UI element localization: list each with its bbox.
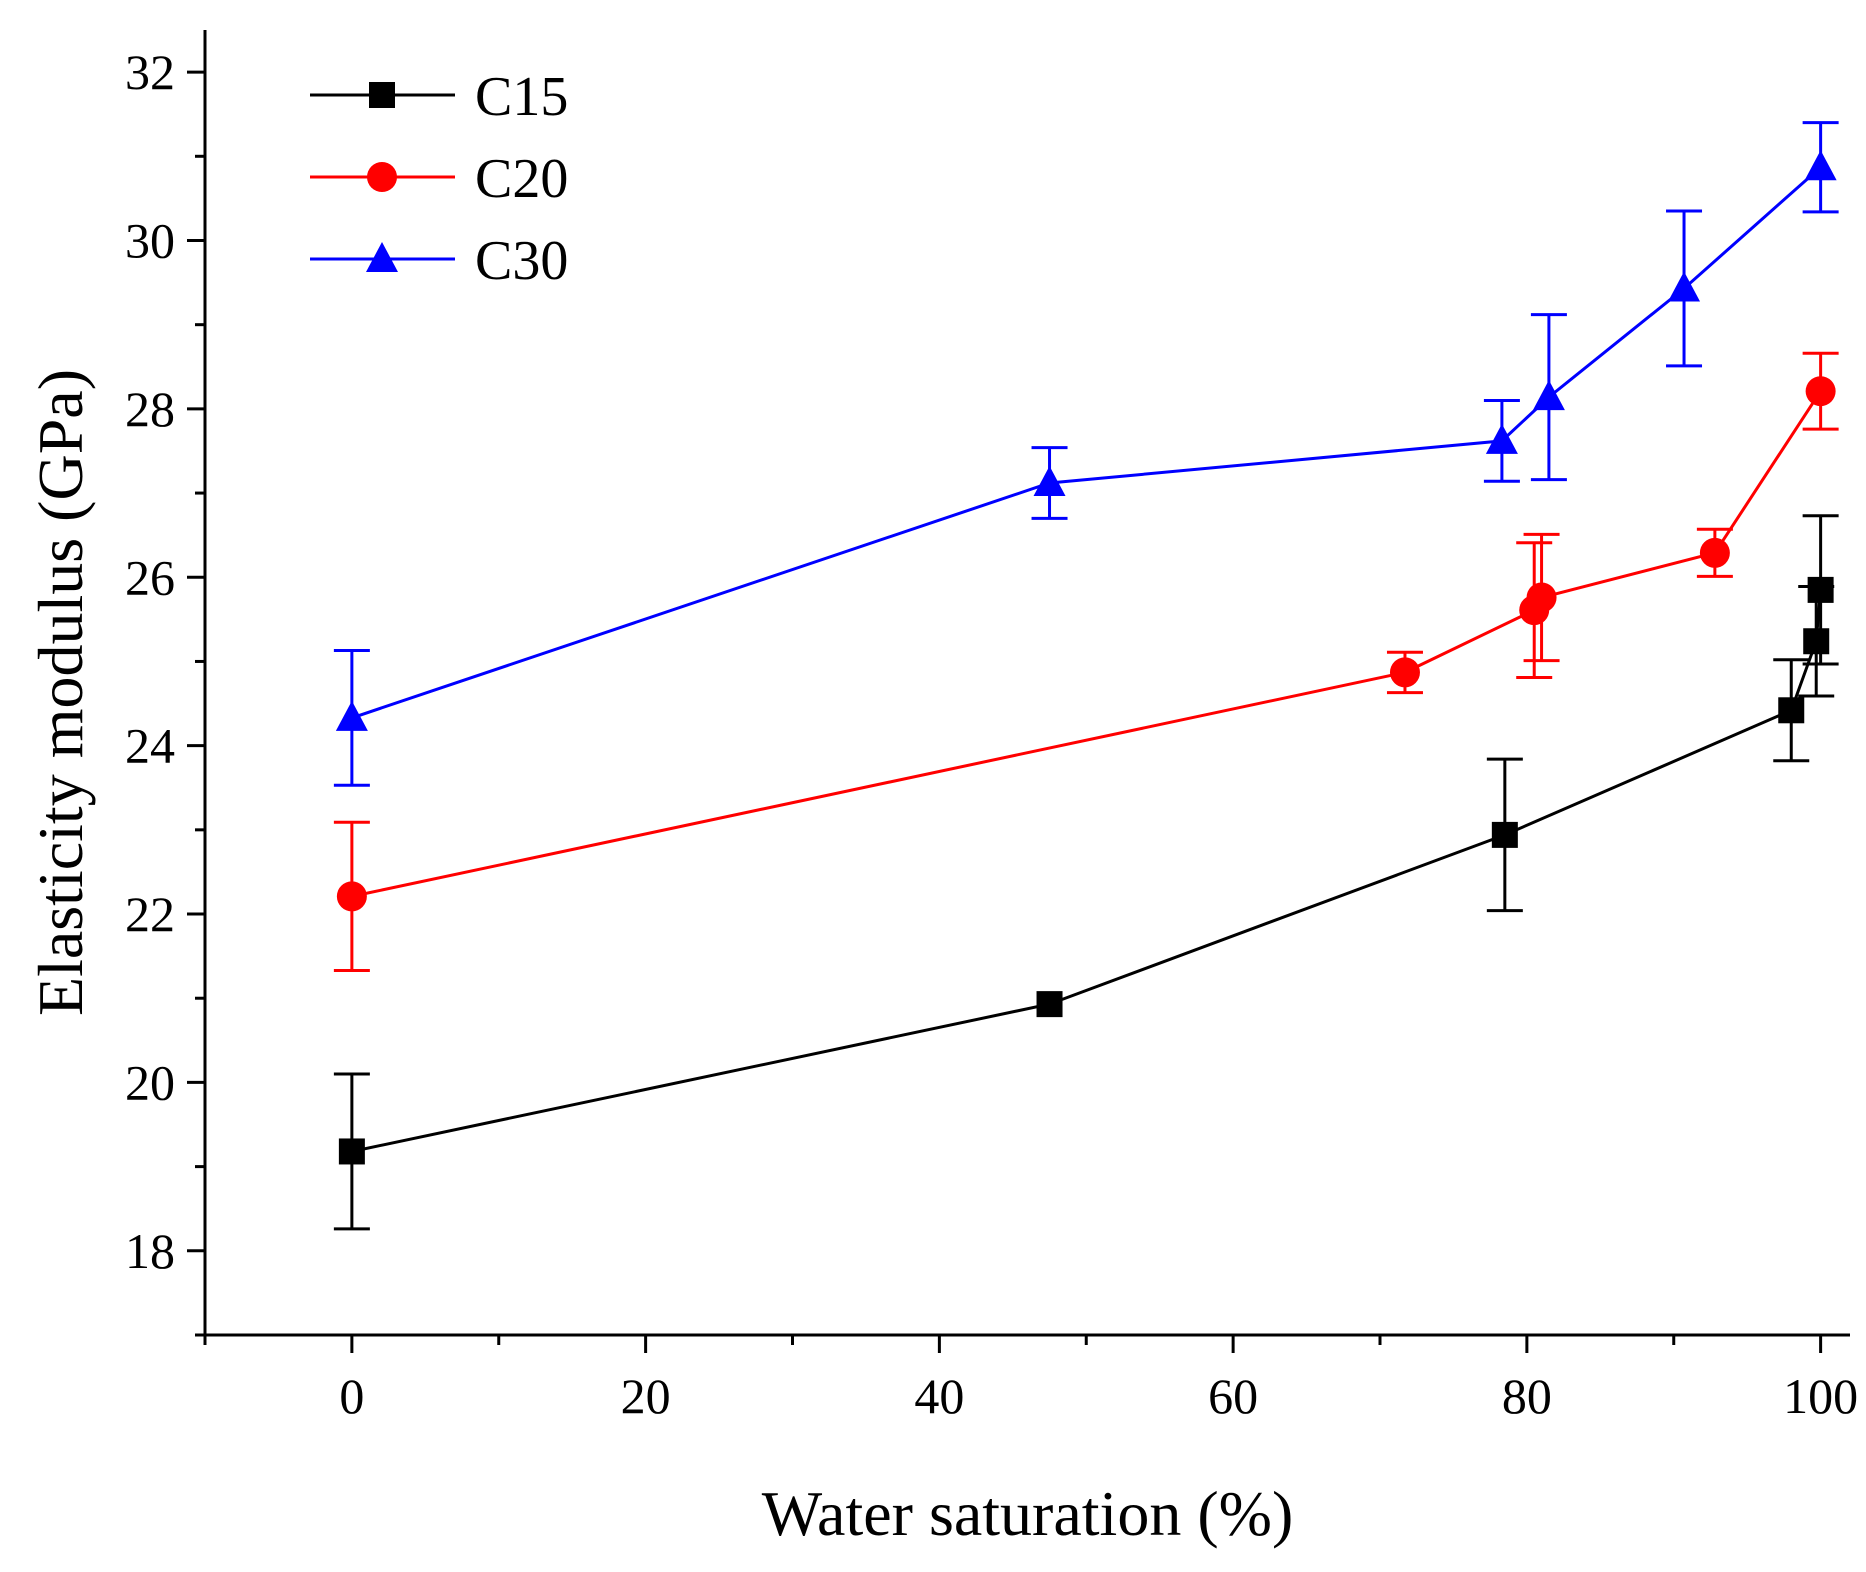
legend-item-c30: C30 xyxy=(310,230,568,292)
tick-marks xyxy=(187,70,1823,1353)
data-point xyxy=(1526,582,1557,613)
data-point xyxy=(1805,376,1836,407)
y-tick-label: 20 xyxy=(125,1054,175,1110)
x-tick-label: 0 xyxy=(339,1368,364,1424)
series-c30 xyxy=(333,121,1839,787)
y-tick-label: 30 xyxy=(125,212,175,268)
data-point xyxy=(1803,628,1830,655)
legend-label: C15 xyxy=(475,66,568,128)
series-c20 xyxy=(333,351,1839,972)
data-point xyxy=(1807,576,1834,603)
data-point xyxy=(1532,380,1565,411)
x-tick-label: 40 xyxy=(914,1368,964,1424)
data-point xyxy=(338,1138,365,1165)
axes xyxy=(203,30,1850,1337)
y-tick-label: 24 xyxy=(125,718,175,774)
data-point xyxy=(1389,657,1420,688)
legend-marker xyxy=(367,162,397,192)
x-tick-label: 80 xyxy=(1502,1368,1552,1424)
y-tick-label: 32 xyxy=(125,44,175,100)
x-tick-label: 60 xyxy=(1208,1368,1258,1424)
y-tick-label: 22 xyxy=(125,886,175,942)
series-layer xyxy=(333,121,1839,1231)
series-c15 xyxy=(333,514,1839,1231)
tick-labels: 0 20 40 60 80 100 18 20 22 24 26 28 30 32 xyxy=(125,44,1858,1424)
x-tick-label: 100 xyxy=(1783,1368,1858,1424)
data-point xyxy=(1778,697,1805,724)
data-point xyxy=(1491,821,1518,848)
series-line xyxy=(351,166,1822,720)
data-point xyxy=(1699,537,1730,568)
legend-item-c20: C20 xyxy=(310,148,568,210)
legend-label: C30 xyxy=(475,230,568,292)
y-tick-label: 28 xyxy=(125,381,175,437)
legend: C15 C20 C30 xyxy=(310,66,568,292)
legend-item-c15: C15 xyxy=(310,66,568,128)
data-point xyxy=(1036,991,1063,1018)
y-axis-title: Elasticity modulus (GPa) xyxy=(25,369,96,1016)
data-point xyxy=(335,700,368,731)
legend-label: C20 xyxy=(475,148,568,210)
x-axis-title: Water saturation (%) xyxy=(762,1478,1294,1549)
y-tick-label: 18 xyxy=(125,1223,175,1279)
legend-marker xyxy=(369,82,395,108)
data-point xyxy=(1804,150,1837,181)
x-tick-label: 20 xyxy=(621,1368,671,1424)
data-point xyxy=(336,881,367,912)
series-line xyxy=(351,589,1823,1153)
data-point xyxy=(1033,465,1066,496)
data-point xyxy=(1485,423,1518,454)
legend-marker xyxy=(366,242,398,272)
y-tick-label: 26 xyxy=(125,549,175,605)
data-point xyxy=(1668,271,1701,302)
